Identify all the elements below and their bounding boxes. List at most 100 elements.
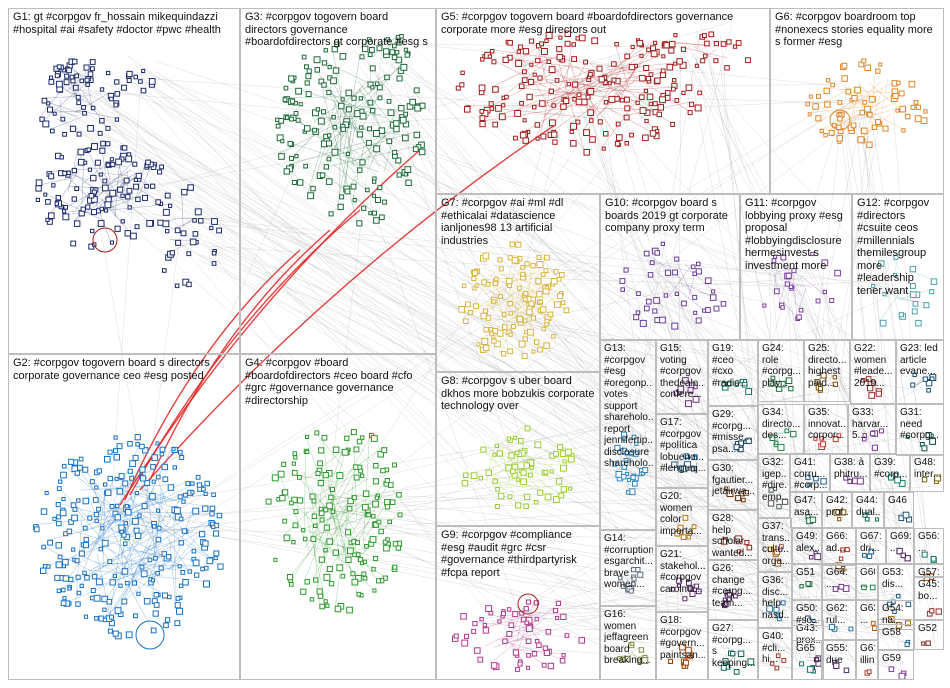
group-label: G49: alex... xyxy=(796,531,819,554)
node xyxy=(155,199,161,205)
edge xyxy=(495,486,539,488)
group-label: G7: #corpgov #ai #ml #dl #ethicalai #dat… xyxy=(441,197,564,247)
edge xyxy=(122,545,173,569)
node xyxy=(164,617,171,623)
node xyxy=(123,177,130,184)
node xyxy=(75,94,81,100)
edge xyxy=(350,47,800,546)
node xyxy=(40,508,48,515)
edge xyxy=(181,189,184,226)
edge xyxy=(334,100,342,128)
edge xyxy=(357,80,391,123)
edge xyxy=(327,116,892,673)
edge xyxy=(493,480,538,491)
edge xyxy=(618,24,733,468)
group-panel-g6: G6: #corpgov boardroom top #nonexecs sto… xyxy=(770,8,944,194)
node xyxy=(119,529,124,534)
edge xyxy=(685,392,687,401)
group-panel-g31: G31: need #corpg... xyxy=(896,404,944,456)
edge xyxy=(769,271,818,668)
edge xyxy=(325,125,848,520)
node xyxy=(125,509,132,516)
node xyxy=(59,509,67,517)
node xyxy=(62,596,67,601)
group-panel-g24: G24: role #corpg... play... xyxy=(758,340,804,402)
edge xyxy=(555,104,892,651)
edge xyxy=(91,561,170,589)
edge xyxy=(83,491,136,563)
group-label: G12: #corpgov #directors #csuite ceos #m… xyxy=(857,197,930,297)
edge xyxy=(359,486,936,513)
edge xyxy=(296,118,339,154)
group-label: G58 xyxy=(882,627,901,638)
edge xyxy=(508,444,727,462)
node xyxy=(102,607,107,612)
node xyxy=(159,446,166,453)
group-panel-g30: G30: fgautier... jetairwa... xyxy=(708,460,758,510)
edge xyxy=(83,556,168,596)
edge xyxy=(330,116,805,282)
edge xyxy=(95,99,507,639)
edge xyxy=(108,167,883,483)
edge xyxy=(96,542,163,580)
node xyxy=(48,173,55,180)
group-label: G37: trans... cultu... orga... xyxy=(762,521,789,567)
edge xyxy=(317,504,363,550)
node xyxy=(107,449,113,455)
group-label: G40: #cli... hi... xyxy=(762,631,786,665)
edge xyxy=(676,40,866,374)
edge xyxy=(169,226,812,487)
edge xyxy=(49,107,509,463)
group-label: G57: ... xyxy=(918,567,940,578)
edge xyxy=(196,258,735,540)
node xyxy=(45,217,50,223)
node xyxy=(140,475,147,482)
group-label: G52 xyxy=(918,623,937,634)
node xyxy=(194,572,200,578)
group-panel-g27: G27: #corpg... s keeping... xyxy=(708,620,758,680)
node xyxy=(62,170,68,176)
edge xyxy=(144,529,896,543)
edge xyxy=(72,459,159,584)
edge xyxy=(590,63,658,113)
edge xyxy=(303,450,306,534)
group-label: G3: #corpgov togovern board directors go… xyxy=(245,11,428,48)
edge xyxy=(368,145,804,585)
edge xyxy=(283,493,328,536)
edge xyxy=(148,553,161,578)
edge xyxy=(523,55,561,67)
node xyxy=(126,78,132,83)
node xyxy=(190,481,195,486)
group-panel-g22: G22: women #leade... 2019... xyxy=(850,340,896,404)
node xyxy=(96,506,101,512)
edge xyxy=(106,482,198,526)
node xyxy=(172,465,178,470)
edge xyxy=(314,514,372,537)
edge xyxy=(676,52,682,663)
edge xyxy=(126,55,732,488)
edge xyxy=(136,40,353,525)
edge xyxy=(108,562,145,630)
node xyxy=(122,480,129,487)
node xyxy=(76,498,81,503)
node xyxy=(95,578,103,586)
edge xyxy=(809,116,871,658)
edge xyxy=(890,594,897,601)
edge xyxy=(145,528,183,550)
node xyxy=(56,64,62,70)
node xyxy=(144,183,149,189)
edge xyxy=(115,487,219,565)
group-panel-g12: G12: #corpgov #directors #csuite ceos #m… xyxy=(852,194,944,340)
edge xyxy=(288,499,351,579)
node xyxy=(91,143,98,151)
edge xyxy=(50,116,82,130)
edge xyxy=(344,497,766,544)
node xyxy=(151,454,159,461)
highlight-edge xyxy=(124,249,301,501)
node xyxy=(47,106,53,113)
node xyxy=(71,167,77,174)
group-label: G42: prof... xyxy=(826,495,849,518)
edge xyxy=(278,122,340,154)
edge xyxy=(551,59,588,131)
